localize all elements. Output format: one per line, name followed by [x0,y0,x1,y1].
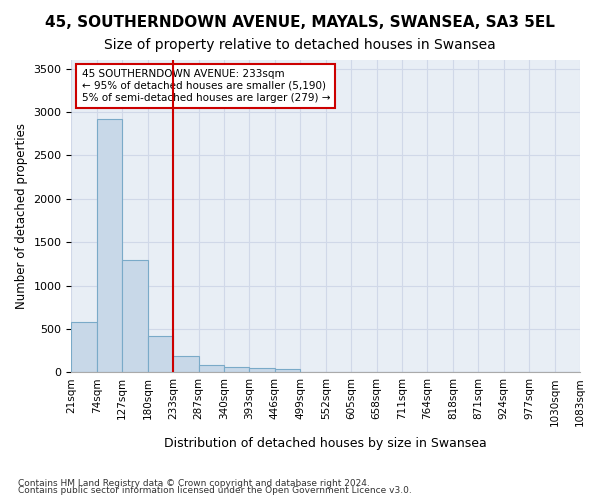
Bar [71,322,97,372]
Bar [250,368,275,372]
Bar [199,366,224,372]
Bar [224,367,250,372]
Text: Contains HM Land Registry data © Crown copyright and database right 2024.: Contains HM Land Registry data © Crown c… [18,478,370,488]
Text: 45 SOUTHERNDOWN AVENUE: 233sqm
← 95% of detached houses are smaller (5,190)
5% o: 45 SOUTHERNDOWN AVENUE: 233sqm ← 95% of … [82,70,330,102]
Bar [97,119,122,372]
Text: Size of property relative to detached houses in Swansea: Size of property relative to detached ho… [104,38,496,52]
Bar [122,260,148,372]
Bar [275,369,300,372]
Y-axis label: Number of detached properties: Number of detached properties [15,123,28,309]
X-axis label: Distribution of detached houses by size in Swansea: Distribution of detached houses by size … [164,437,487,450]
Bar [148,336,173,372]
Text: Contains public sector information licensed under the Open Government Licence v3: Contains public sector information licen… [18,486,412,495]
Text: 45, SOUTHERNDOWN AVENUE, MAYALS, SWANSEA, SA3 5EL: 45, SOUTHERNDOWN AVENUE, MAYALS, SWANSEA… [45,15,555,30]
Bar [173,356,199,372]
